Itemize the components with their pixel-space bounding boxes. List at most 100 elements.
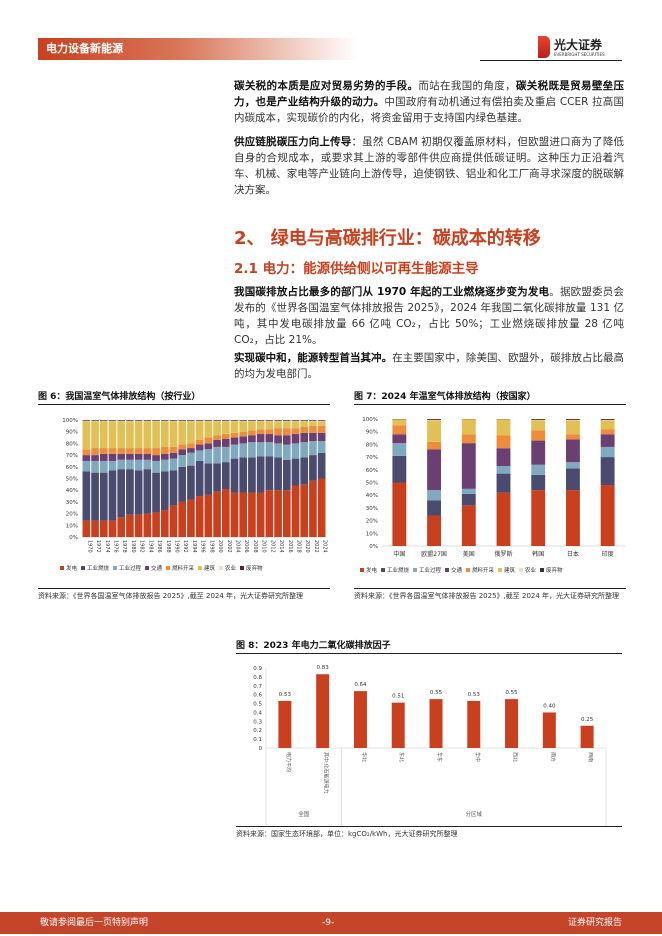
bar-segment-工业过程 [496, 465, 511, 474]
logo-text: 光大证券 [554, 38, 603, 52]
bar-segment-废弃物 [309, 420, 317, 421]
logo-mark-icon [538, 36, 550, 58]
bar-segment-废弃物 [239, 420, 248, 421]
legend-label: 燃料开采 [472, 566, 495, 574]
x-tick-label: 1994 [191, 540, 197, 553]
bar-segment-建筑 [152, 421, 160, 449]
bar-segment-工业过程 [204, 449, 213, 464]
bar-segment-交通 [317, 432, 326, 442]
x-tick-label: 欧盟27国 [421, 550, 447, 558]
bar-segment-建筑 [126, 421, 134, 449]
bar-segment-交通 [169, 452, 178, 459]
bar-segment-工业燃烧 [265, 456, 274, 491]
bar-segment-燃料开采 [204, 437, 213, 444]
bar-segment-燃料开采 [531, 430, 546, 441]
header-divider [480, 60, 622, 61]
x-tick-label: 1982 [139, 540, 145, 553]
bar-segment-发电 [427, 515, 442, 546]
bar-segment-建筑 [187, 421, 195, 444]
bar-segment-工业燃烧 [126, 469, 134, 515]
bar-segment-燃料开采 [239, 431, 248, 437]
bar-segment-交通 [213, 439, 221, 447]
bar-segment-交通 [239, 436, 248, 444]
x-tick-label: 印度 [602, 550, 614, 558]
bar-segment-建筑 [143, 421, 152, 449]
bar-segment-燃料开采 [169, 446, 178, 453]
y-tick-label: 40% [66, 488, 78, 494]
figure-8-title: 图 8：2023 年电力二氧化碳排放因子 [236, 638, 622, 654]
bar-segment-工业过程 [221, 446, 230, 463]
legend-swatch [360, 568, 364, 572]
bar-segment-工业燃烧 [427, 500, 442, 516]
section-title: 2、 绿电与高碳排行业：碳成本的转移 [234, 228, 541, 249]
bar-segment-燃料开采 [117, 448, 126, 454]
bar-segment-交通 [282, 435, 291, 445]
bar-segment-燃料开采 [600, 429, 615, 435]
bar-segment-燃料开采 [461, 434, 476, 444]
y-tick-label: 30% [366, 506, 378, 512]
bar-segment-发电 [282, 490, 291, 537]
y-tick-label: 0.6 [253, 693, 262, 699]
bar-segment-发电 [221, 489, 230, 537]
figure-8-chart: 0 0.1 0.2 0.3 0.4 0.5 0.6 0.7 0.8 0.9 0.53 电力平均 0.83… [253, 665, 607, 826]
bar-segment-发电 [531, 490, 546, 546]
bar-segment-发电 [126, 514, 134, 537]
bar [429, 699, 443, 748]
bar-segment-建筑 [309, 421, 317, 426]
bar-segment-工业过程 [239, 443, 248, 458]
bar-segment-废弃物 [195, 420, 204, 421]
bar-segment-工业过程 [117, 459, 126, 470]
x-tick-label: 1984 [147, 540, 153, 553]
bar-segment-燃料开采 [82, 449, 91, 456]
bar [467, 700, 481, 748]
bar-segment-发电 [82, 520, 91, 537]
bar-segment-工业燃烧 [99, 472, 108, 521]
bar-segment-建筑 [317, 421, 326, 426]
group-label: 全国 [298, 810, 310, 818]
legend-swatch [540, 568, 544, 572]
y-tick-label: 30% [66, 500, 78, 506]
y-tick-label: 40% [366, 493, 378, 499]
bar-segment-废弃物 [82, 420, 91, 421]
bar-segment-建筑 [178, 421, 187, 445]
bar-segment-交通 [178, 449, 187, 456]
bar-segment-工业过程 [187, 452, 195, 466]
bar-segment-工业燃烧 [392, 455, 407, 483]
bar-segment-废弃物 [126, 420, 134, 421]
y-tick-label: 0.3 [253, 719, 262, 725]
figure-7-chart: 0% 10% 20% 30% 40% 50% 60% 70% 80% 90% 100% 中国 欧盟27国… [360, 417, 625, 574]
paragraph-1: 碳关税的本质是应对贸易劣势的手段。而站在我国的角度，碳关税既是贸易壁垒压力，也是… [234, 80, 625, 124]
header-section-label: 电力设备新能源 [38, 38, 358, 60]
bar-segment-建筑 [239, 421, 248, 432]
legend-label: 工业过程 [119, 564, 142, 572]
bar-segment-发电 [265, 490, 274, 537]
bar-segment-交通 [427, 449, 442, 491]
bar-segment-工业燃烧 [309, 455, 317, 481]
legend-label: 交通 [451, 566, 463, 574]
logo-subtext: EVERBRIGHT SECURITIES [554, 52, 605, 57]
footer-disclaimer: 敬请参阅最后一页特别声明 [40, 918, 149, 928]
y-tick-label: 100% [362, 417, 378, 423]
bar-segment-交通 [195, 444, 204, 451]
bar-segment-工业燃烧 [274, 457, 282, 491]
bar-segment-发电 [317, 478, 326, 537]
bar-segment-发电 [178, 501, 187, 537]
paragraph-4: 实现碳中和，能源转型首当其冲。在主要国家中，除美国、欧盟外，碳排放占比最高的均为… [234, 352, 624, 380]
y-tick-label: 10% [366, 531, 378, 537]
legend-swatch [240, 566, 244, 570]
bar-segment-交通 [565, 439, 580, 463]
bar-segment-工业燃烧 [195, 460, 204, 497]
bar-segment-交通 [91, 455, 99, 461]
x-tick-label: 2000 [217, 540, 223, 553]
bar-segment-建筑 [204, 421, 213, 438]
data-label: 0.64 [354, 682, 367, 688]
footer: 敬请参阅最后一页特别声明 -9- 证券研究报告 [0, 912, 662, 934]
legend-label: 工业燃烧 [87, 564, 110, 572]
bar-segment-建筑 [213, 421, 221, 436]
x-tick-label: 1990 [174, 540, 180, 553]
bar-segment-发电 [134, 514, 143, 537]
bar-segment-建筑 [282, 421, 291, 429]
bar-segment-燃料开采 [152, 448, 160, 456]
bar-segment-工业过程 [108, 460, 117, 471]
bar [391, 702, 405, 748]
